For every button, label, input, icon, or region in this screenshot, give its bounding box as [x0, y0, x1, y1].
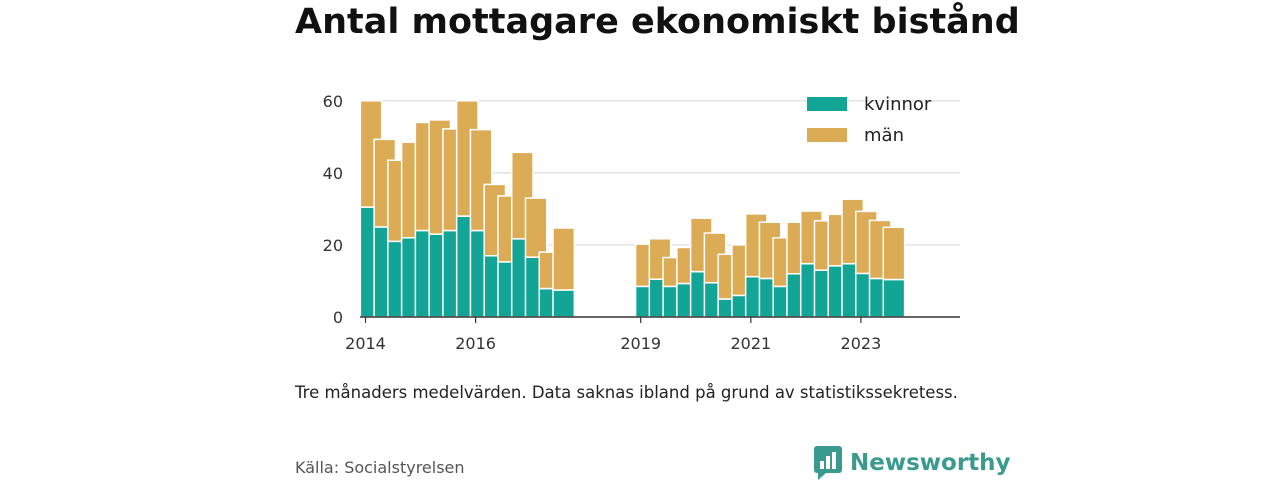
- chart-note: Tre månaders medelvärden. Data saknas ib…: [295, 383, 958, 402]
- x-tick-label: 2019: [620, 334, 661, 353]
- x-tick-label: 2014: [345, 334, 386, 353]
- source-credit: Källa: Socialstyrelsen: [295, 458, 465, 477]
- legend-swatch-män: [807, 128, 847, 142]
- bar-män: [524, 197, 548, 258]
- y-tick-label: 40: [323, 164, 343, 183]
- legend-label-män: män: [864, 125, 904, 146]
- stacked-bar-chart: 0 20 40 60 2014 2016 2019 2021 2023 kvinnor män: [323, 92, 960, 353]
- x-tick-label: 2023: [841, 334, 882, 353]
- chart-title: Antal mottagare ekonomiskt bistånd: [295, 2, 1020, 42]
- legend-swatch-kvinnor: [807, 97, 847, 111]
- bar-män: [882, 226, 906, 281]
- y-tick-label: 60: [323, 92, 343, 111]
- newsworthy-chart-logo-icon: [814, 446, 842, 480]
- y-tick-label: 0: [333, 308, 343, 327]
- bar-kvinnor: [882, 278, 906, 318]
- legend-label-kvinnor: kvinnor: [864, 94, 932, 115]
- bar-män: [552, 227, 576, 291]
- bar-kvinnor: [552, 289, 576, 318]
- axes: 0 20 40 60 2014 2016 2019 2021 2023: [323, 92, 960, 353]
- brand-name: Newsworthy: [850, 450, 1011, 476]
- bar-series: [359, 100, 906, 318]
- x-tick-label: 2016: [455, 334, 496, 353]
- legend: kvinnor män: [807, 94, 932, 146]
- y-tick-label: 20: [323, 236, 343, 255]
- brand-logo[interactable]: Newsworthy: [814, 446, 1011, 480]
- x-tick-label: 2021: [730, 334, 771, 353]
